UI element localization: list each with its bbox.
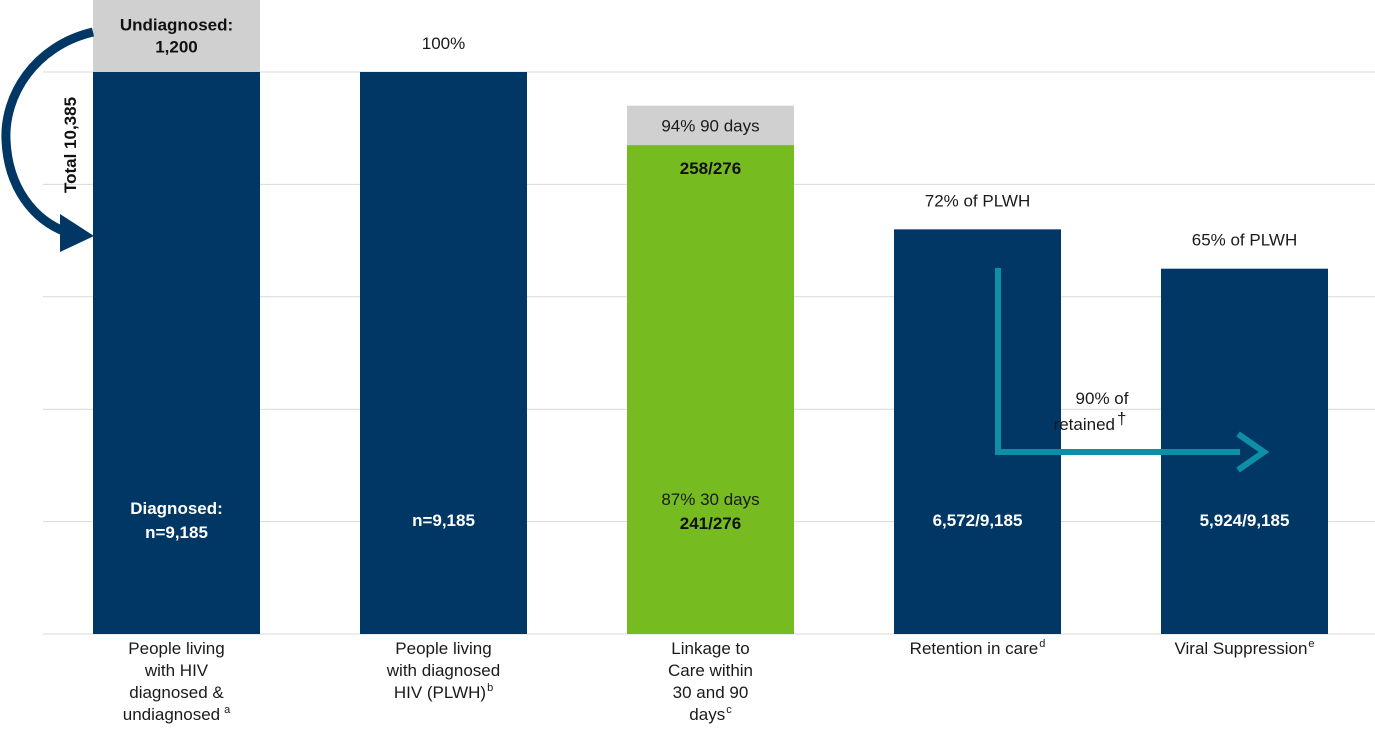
bar-3-top-segment [627,105,794,146]
category-label-5-line: Viral Suppression [1174,639,1307,658]
category-label-2: People living with diagnosed HIV (PLWH)b [386,639,500,702]
annotation-line-2: retained [1054,415,1115,434]
category-label-2-line: with diagnosed [386,661,500,680]
footnote-marker: c [726,704,732,716]
annotation-line-1: 90% of [1076,389,1129,408]
category-label-2-line: People living [395,639,491,658]
retained-arrow-head [1236,431,1270,473]
category-label-1-line: diagnosed & [129,683,224,702]
bar-3-inner-label-2: 241/276 [680,514,741,533]
category-label-1-line: with HIV [144,661,209,680]
bar-1 [93,72,260,634]
category-label-2-line: HIV (PLWH) [394,683,486,702]
category-label-1-line: People living [128,639,224,658]
curved-arrow [1,27,95,237]
footnote-marker: e [1308,638,1314,650]
annotation-mark: † [1117,409,1126,428]
category-label-3-line: 30 and 90 [673,683,749,702]
footnote-marker: b [487,682,493,694]
bar-4-value-label: 72% of PLWH [925,191,1031,210]
bar-1-inner-label-2: n=9,185 [145,523,208,542]
category-label-5: Viral Suppressione [1174,638,1314,658]
bar-3-top-label-1: 94% 90 days [661,116,759,135]
bar-4-inner-label-1: 6,572/9,185 [933,511,1023,530]
bar-2-inner-label-1: n=9,185 [412,511,475,530]
footnote-marker: d [1039,638,1045,650]
bar-5-value-label: 65% of PLWH [1192,231,1298,250]
bar-3-inner-label-1: 87% 30 days [661,490,759,509]
category-label-3-line: Linkage to [671,639,749,658]
bar-4 [894,229,1061,635]
bar-3 [627,145,794,634]
category-label-4-line: Retention in care [910,639,1039,658]
retained-arrow [995,268,1240,455]
category-label-3-line: days [689,705,725,724]
bar-1-top-segment [93,0,260,72]
category-label-3: Linkage to Care within 30 and 90 daysc [668,639,753,724]
bar-1-inner-label-1: Diagnosed: [130,499,223,518]
category-label-4: Retention in cared [910,638,1046,658]
bar-2-value-label: 100% [422,34,465,53]
bar-1-top-label-1: Undiagnosed: [120,16,233,35]
category-label-1-line: undiagnosed [123,705,220,724]
category-label-3-line: Care within [668,661,753,680]
bar-3-upper-label: 258/276 [680,159,741,178]
footnote-marker: a [224,704,231,716]
total-label: Total 10,385 [61,97,80,193]
category-label-1: People living with HIV diagnosed & undiagno… [123,639,231,724]
curved-arrow-head [60,214,94,252]
bar-5-inner-label-1: 5,924/9,185 [1200,511,1290,530]
bar-1-top-label-2: 1,200 [155,38,198,57]
bar-2 [360,72,527,634]
